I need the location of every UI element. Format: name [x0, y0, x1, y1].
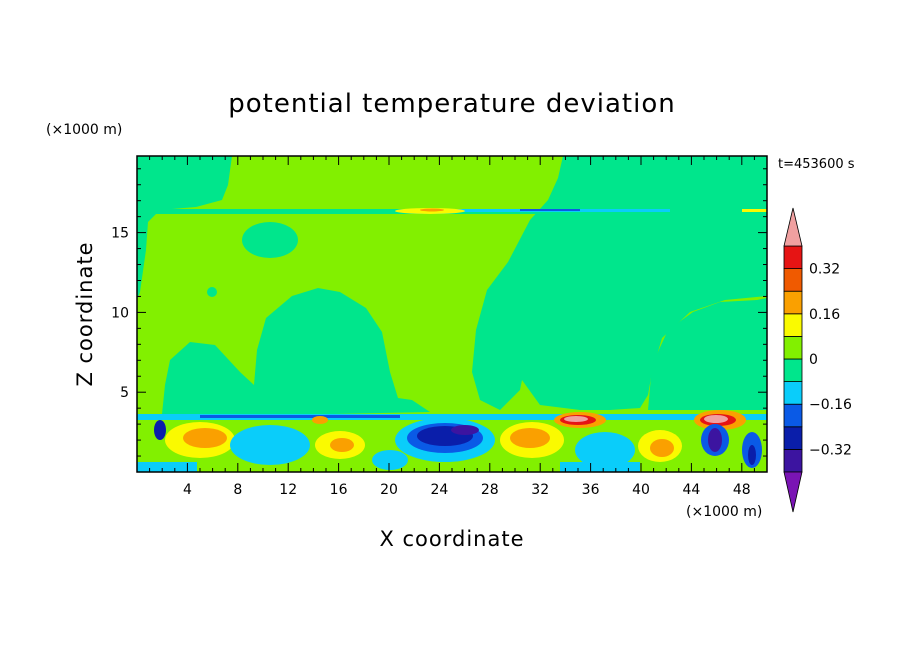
colorbar-swatch	[783, 245, 803, 270]
x-tick-label: 4	[183, 482, 192, 498]
x-tick-label: 20	[380, 482, 398, 498]
x-tick-label: 32	[531, 482, 549, 498]
contour-region-right-lobe	[648, 298, 767, 410]
time-label: t=453600 s	[778, 157, 855, 172]
contour-cold-cell-5	[154, 420, 166, 440]
x-tick-label: 44	[682, 482, 700, 498]
colorbar-label: 0.32	[809, 262, 840, 278]
contour-band-yellow-right	[742, 209, 767, 212]
colorbar-bottom-arrow	[783, 471, 803, 513]
y-tick-label: 15	[111, 226, 129, 242]
contour-bl-top-blue	[200, 415, 400, 418]
colorbar: 0.32 0.16 0 −0.16 −0.32	[783, 207, 852, 513]
contour-cold-cell-6-navy	[748, 445, 756, 465]
x-tick-label: 24	[430, 482, 448, 498]
y-tick-label: 5	[120, 385, 129, 401]
contour-warm-cell-5-pink	[704, 415, 728, 423]
contour-field	[137, 156, 767, 472]
colorbar-swatch	[783, 426, 803, 450]
y-tick-label: 10	[111, 305, 129, 321]
contour-bl-top-cyan	[137, 414, 767, 420]
x-tick-label: 16	[330, 482, 348, 498]
x-tick-label: 12	[279, 482, 297, 498]
x-tick-label: 8	[233, 482, 242, 498]
contour-region-upper-left	[137, 156, 232, 300]
y-axis-label: Z coordinate	[73, 241, 97, 386]
contour-cold-cell-4-purple	[708, 428, 722, 452]
x-tick-label: 48	[733, 482, 751, 498]
contour-warm-cell-1-core	[183, 428, 227, 448]
colorbar-label: −0.16	[809, 397, 852, 413]
chart-title: potential temperature deviation	[228, 89, 675, 119]
contour-bl-bottom-cyan-2	[560, 462, 640, 472]
contour-bl-bottom-cyan	[137, 462, 197, 472]
x-tick-label: 28	[481, 482, 499, 498]
x-tick-label: 36	[582, 482, 600, 498]
colorbar-swatch	[783, 358, 803, 383]
colorbar-swatch	[783, 335, 803, 360]
contour-band-orange	[420, 208, 444, 212]
colorbar-swatch	[783, 403, 803, 428]
contour-blob-a	[242, 222, 298, 258]
contour-warm-cell-7	[312, 416, 328, 424]
x-axis-label: X coordinate	[379, 527, 524, 551]
contour-warm-cell-6-pink	[564, 416, 588, 422]
contour-cold-cell-3	[575, 432, 635, 468]
colorbar-label: 0	[809, 352, 818, 368]
contour-cold-cell-7	[372, 450, 408, 470]
contour-region-left-dome	[137, 288, 430, 418]
contour-cold-cell-2-purple	[451, 425, 479, 435]
colorbar-swatch	[783, 381, 803, 405]
colorbar-swatch	[783, 313, 803, 337]
contour-warm-cell-2-core	[330, 438, 354, 452]
colorbar-swatch	[783, 448, 803, 473]
x-axis-ticks: 4 8 12 16 20 24 28 32 36 40 44 48	[149, 156, 755, 498]
contour-cold-cell-1	[230, 425, 310, 465]
colorbar-swatch	[783, 290, 803, 315]
y-axis-ticks: 5 10 15	[111, 168, 767, 457]
colorbar-swatch	[783, 268, 803, 292]
y-axis-unit: (×1000 m)	[46, 122, 122, 138]
colorbar-label: 0.16	[809, 307, 840, 323]
x-axis-unit: (×1000 m)	[686, 504, 762, 520]
contour-blob-b	[207, 287, 217, 297]
contour-band-blue	[520, 209, 580, 211]
colorbar-top-arrow	[783, 207, 803, 247]
contour-region-upper-right	[472, 156, 767, 410]
contour-warm-cell-3-core	[510, 428, 550, 448]
contour-warm-cell-4-core	[650, 439, 674, 457]
colorbar-label: −0.32	[809, 442, 852, 458]
x-tick-label: 40	[632, 482, 650, 498]
